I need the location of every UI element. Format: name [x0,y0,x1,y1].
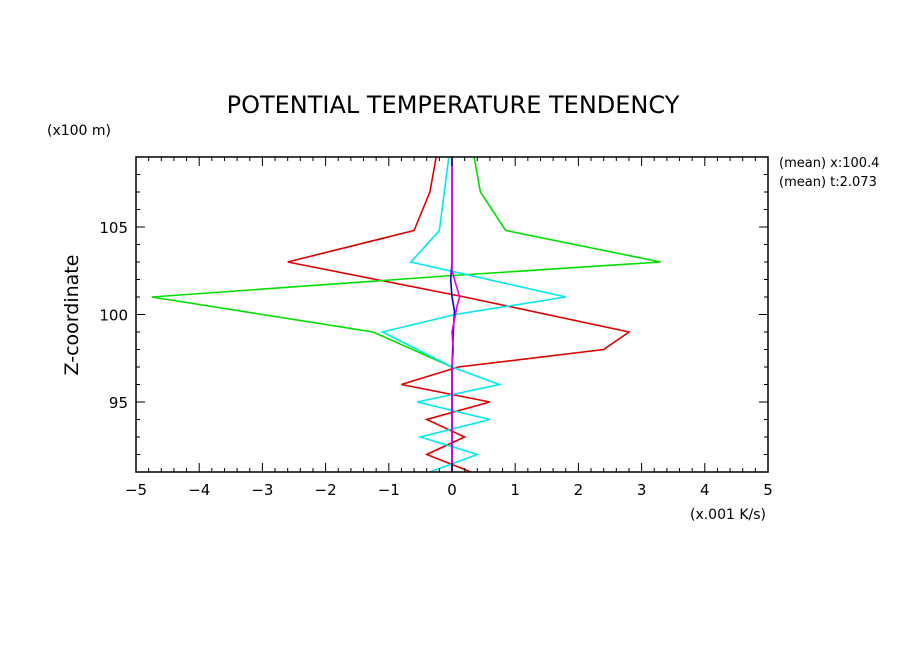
y-axis-unit: (x100 m) [47,123,111,139]
x-tick-label: −4 [188,481,210,499]
y-tick-label: 105 [99,219,128,237]
x-axis-unit: (x.001 K/s) [690,507,766,523]
series-line-1 [151,157,661,472]
y-axis-label: Z-coordinate [61,255,83,376]
series-line-4 [451,157,461,472]
annotation-mean-t: (mean) t:2.073 [779,175,877,190]
x-tick-label: 5 [763,481,773,499]
x-tick-label: 3 [637,481,647,499]
x-tick-label: 2 [574,481,584,499]
y-tick-label: 100 [99,307,128,325]
series-line-2 [380,157,566,472]
chart-title: POTENTIAL TEMPERATURE TENDENCY [227,91,680,119]
x-tick-label: −2 [315,481,337,499]
x-tick-label: −3 [251,481,273,499]
annotation-mean-x: (mean) x:100.4 [779,156,879,171]
y-tick-label: 95 [109,394,128,412]
x-tick-label: 4 [700,481,710,499]
x-tick-label: −1 [378,481,400,499]
x-tick-label: 0 [447,481,457,499]
x-tick-label: 1 [510,481,520,499]
series-line-0 [287,157,631,472]
x-tick-label: −5 [125,481,147,499]
